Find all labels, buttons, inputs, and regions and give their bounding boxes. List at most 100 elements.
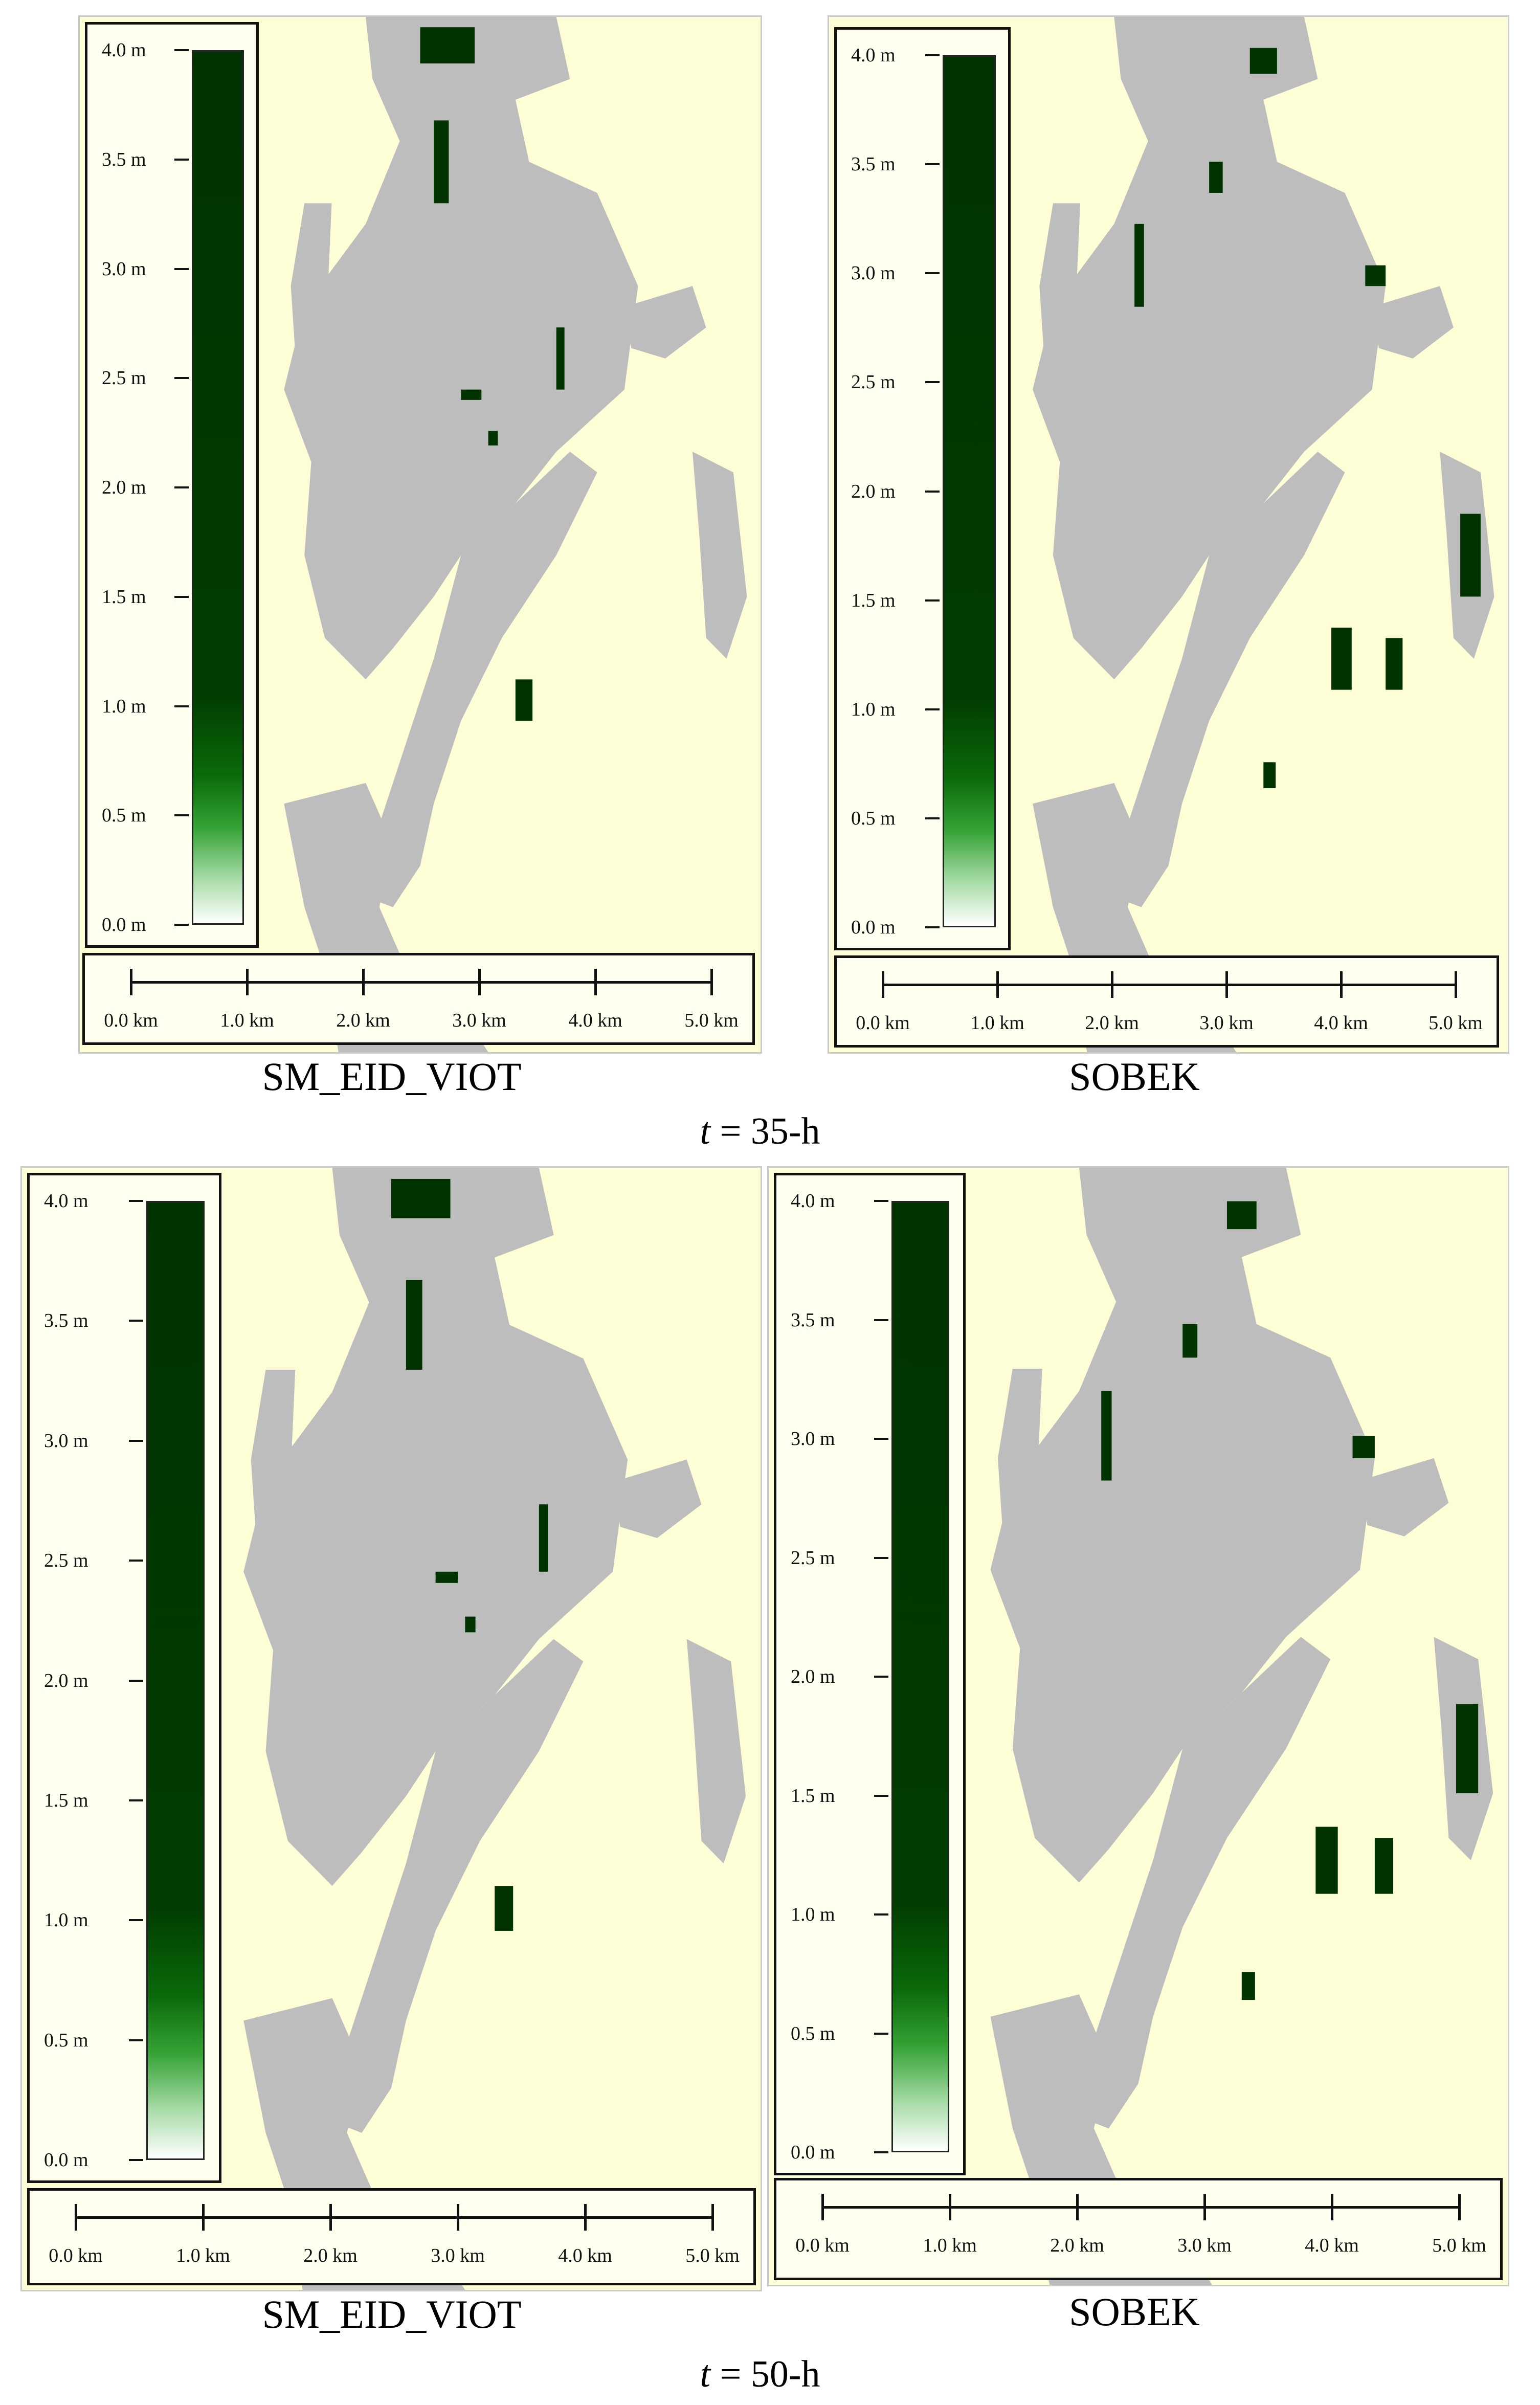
depth-patch — [488, 431, 498, 446]
legend-tick — [129, 1919, 143, 1922]
scale-line — [76, 2216, 712, 2219]
scale-tick — [821, 2194, 824, 2220]
flood-extent-east-patch — [692, 452, 747, 659]
map-panel-sm-eid-viot-50h: 4.0 m 3.5 m 3.0 m 2.5 m 2.0 m 1.5 m 1.0 m 0.5 m… — [20, 1166, 762, 2291]
depth-patch — [1386, 638, 1403, 690]
legend-tick — [174, 595, 189, 598]
depth-patch — [420, 27, 475, 64]
panel-caption-sm-eid-viot-50h: SM_EID_VIOT — [262, 2292, 522, 2336]
depth-color-ramp — [943, 55, 996, 927]
scale-bar: 0.0 km 1.0 km 2.0 km 3.0 km 4.0 km 5.0 km — [27, 2188, 756, 2285]
legend-label: 0.5 m — [791, 2022, 835, 2044]
scale-label: 3.0 km — [452, 1010, 506, 1031]
legend-tick — [874, 1913, 888, 1916]
time-variable: t — [700, 1110, 711, 1152]
depth-patch — [1249, 48, 1277, 74]
legend-label: 1.0 m — [102, 695, 146, 717]
map-panel-sobek-50h: 4.0 m 3.5 m 3.0 m 2.5 m 2.0 m 1.5 m 1.0 m 0.5 m… — [767, 1166, 1509, 2286]
legend-tick — [174, 705, 189, 707]
scale-label: 5.0 km — [1429, 1012, 1483, 1034]
legend-tick — [174, 814, 189, 817]
flood-extent-east-patch — [686, 1639, 746, 1864]
legend-label: 0.0 m — [102, 914, 146, 936]
legend-label: 0.5 m — [102, 805, 146, 827]
scale-label: 1.0 km — [970, 1012, 1024, 1034]
depth-legend: 4.0 m 3.5 m 3.0 m 2.5 m 2.0 m 1.5 m 1.0 m 0.5 m… — [85, 22, 259, 948]
legend-tick — [129, 2159, 143, 2161]
scale-label: 0.0 km — [104, 1010, 158, 1031]
depth-patch — [1263, 762, 1276, 788]
depth-color-ramp — [192, 50, 244, 925]
legend-tick — [174, 924, 189, 926]
scale-label: 3.0 km — [431, 2245, 485, 2266]
scale-tick — [1203, 2194, 1206, 2220]
time-value: = 50-h — [710, 2353, 820, 2395]
legend-label: 2.5 m — [102, 367, 146, 389]
scale-bar: 0.0 km 1.0 km 2.0 km 3.0 km 4.0 km 5.0 km — [82, 953, 755, 1045]
legend-tick — [129, 1200, 143, 1202]
legend-label: 1.5 m — [102, 586, 146, 608]
scale-tick — [1458, 2194, 1461, 2220]
legend-label: 3.5 m — [102, 148, 146, 170]
legend-tick — [874, 1676, 888, 1678]
scale-label: 1.0 km — [176, 2245, 230, 2266]
depth-patch — [1460, 514, 1481, 597]
flood-extent-channel — [1114, 452, 1345, 907]
legend-label: 3.0 m — [102, 258, 146, 280]
legend-tick — [129, 2039, 143, 2041]
legend-label: 2.0 m — [102, 477, 146, 498]
legend-tick — [129, 1439, 143, 1442]
legend-label: 4.0 m — [851, 44, 896, 66]
legend-tick — [874, 1794, 888, 1797]
flood-extent-channel — [332, 1639, 584, 2133]
depth-patch — [1241, 1972, 1255, 2000]
depth-patch — [1352, 1436, 1375, 1458]
legend-label: 2.5 m — [791, 1547, 835, 1569]
legend-label: 2.0 m — [851, 480, 896, 502]
depth-patch — [515, 679, 533, 721]
flood-extent-channel — [1079, 1637, 1331, 2129]
legend-tick — [129, 1560, 143, 1562]
legend-label: 2.0 m — [44, 1669, 88, 1691]
scale-label: 0.0 km — [856, 1012, 910, 1034]
legend-tick — [874, 2151, 888, 2153]
scale-label: 2.0 km — [303, 2245, 358, 2266]
legend-label: 4.0 m — [102, 39, 146, 61]
flood-extent-east-arm — [613, 1459, 702, 1539]
flood-map-svg — [243, 1168, 746, 2290]
legend-tick — [874, 1438, 888, 1440]
legend-tick — [874, 2032, 888, 2035]
depth-patch — [1182, 1324, 1198, 1358]
legend-tick — [874, 1556, 888, 1559]
legend-label: 0.0 m — [44, 2149, 88, 2171]
scale-label: 4.0 km — [558, 2245, 612, 2266]
scale-label: 3.0 km — [1177, 2235, 1232, 2256]
scale-label: 4.0 km — [1305, 2235, 1359, 2256]
legend-tick — [129, 1320, 143, 1322]
flood-extent-west-arm — [997, 1369, 1042, 1570]
legend-label: 3.5 m — [851, 153, 896, 175]
scale-label: 4.0 km — [568, 1010, 622, 1031]
depth-color-ramp — [891, 1201, 949, 2152]
legend-label: 1.0 m — [791, 1904, 835, 1925]
legend-tick — [925, 490, 940, 493]
legend-tick — [174, 377, 189, 380]
depth-patch — [1331, 628, 1352, 690]
legend-label: 3.5 m — [791, 1309, 835, 1331]
depth-patch — [1315, 1827, 1338, 1894]
scale-label: 5.0 km — [684, 1010, 739, 1031]
depth-patch — [539, 1504, 548, 1572]
legend-label: 0.5 m — [851, 807, 896, 829]
legend-label: 0.0 m — [791, 2142, 835, 2163]
legend-tick — [925, 381, 940, 384]
scale-tick — [1076, 2194, 1079, 2220]
legend-tick — [174, 158, 189, 161]
scale-tick — [202, 2204, 205, 2231]
depth-patch — [1456, 1704, 1479, 1794]
panel-caption-sobek-50h: SOBEK — [1069, 2289, 1200, 2334]
scale-line — [883, 984, 1456, 986]
flood-extent-main — [990, 1168, 1375, 1883]
legend-tick — [874, 1200, 888, 1202]
depth-patch — [1365, 265, 1386, 286]
scale-tick — [996, 971, 999, 998]
